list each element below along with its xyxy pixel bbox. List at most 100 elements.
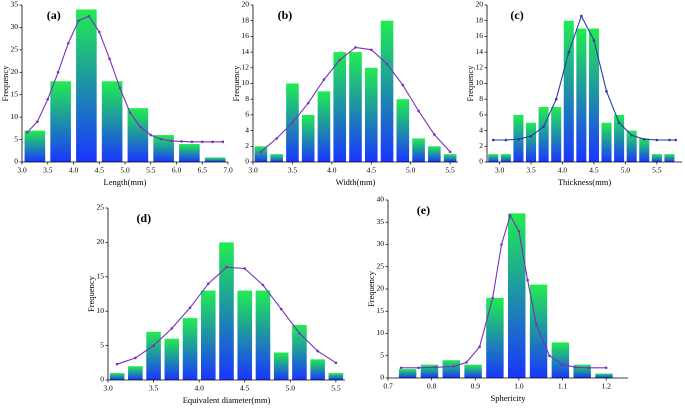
fit-point — [334, 361, 338, 365]
bar — [310, 359, 325, 380]
fit-point — [261, 283, 265, 287]
bar — [588, 28, 599, 162]
fit-point — [200, 140, 204, 144]
y-tick-label: 12 — [476, 63, 484, 72]
y-tick-label: 8 — [245, 94, 249, 103]
fit-point — [259, 150, 263, 154]
fit-point — [206, 282, 210, 285]
fit-point — [152, 344, 155, 347]
bar — [486, 297, 504, 378]
fit-point — [87, 14, 91, 18]
fit-point — [434, 366, 438, 369]
bar — [254, 146, 268, 162]
fit-curve — [401, 214, 607, 369]
y-tick-label: 4 — [479, 125, 483, 134]
y-tick-label: 14 — [476, 47, 484, 56]
y-tick-label: 0 — [100, 375, 104, 384]
x-axis-label: Sphericity — [491, 393, 527, 403]
y-tick-label: 0 — [380, 373, 384, 382]
fit-point — [149, 133, 153, 137]
fit-point — [574, 366, 577, 369]
bar — [488, 154, 499, 162]
x-tick-label: 3.5 — [526, 166, 536, 175]
y-tick-label: 5 — [14, 134, 18, 143]
fit-point — [322, 78, 326, 81]
x-tick-label: 4.0 — [194, 384, 204, 393]
y-tick-label: 35 — [11, 0, 19, 9]
fit-point — [243, 267, 247, 270]
bar — [664, 154, 675, 162]
y-tick-label: 10 — [377, 328, 385, 337]
fit-point — [211, 140, 214, 144]
fit-point — [604, 366, 608, 370]
x-tick-label: 7.0 — [223, 166, 233, 175]
fit-point — [567, 50, 571, 54]
panel: 0 5 10 15 20 25 30 35 40 0.7 0.8 0.9 1.0 1.1 1.2 Spheri… — [366, 195, 628, 403]
y-tick-label: 0 — [479, 157, 483, 166]
bar — [614, 114, 625, 162]
y-tick-label: 18 — [476, 15, 484, 24]
fit-point — [25, 131, 29, 134]
y-tick-label: 4 — [245, 125, 249, 134]
x-tick-label: 4.0 — [69, 166, 79, 175]
bar — [551, 107, 562, 162]
fit-point — [535, 323, 538, 326]
bar — [153, 135, 174, 162]
x-tick-label: 3.0 — [103, 384, 113, 393]
y-tick-label: 10 — [97, 306, 105, 315]
x-axis-label: Thickness(mm) — [558, 177, 612, 187]
y-tick-label: 20 — [11, 67, 19, 76]
fit-point — [97, 30, 101, 34]
fit-point — [128, 111, 132, 114]
x-axis-label: Equivalent diameter(mm) — [183, 395, 271, 405]
panel-title: (e) — [417, 203, 430, 217]
x-tick-label: 3.5 — [288, 166, 298, 175]
bar — [109, 373, 125, 380]
fit-point — [46, 97, 50, 101]
x-tick-label: 5.0 — [406, 166, 416, 175]
y-tick-label: 35 — [377, 217, 385, 226]
x-tick-label: 4.0 — [558, 166, 568, 175]
fit-point — [491, 296, 495, 300]
bar — [127, 108, 149, 162]
fit-point — [517, 229, 521, 233]
fit-point — [448, 150, 452, 154]
y-tick-label: 16 — [476, 31, 484, 40]
fit-point — [417, 109, 420, 113]
bar — [255, 290, 271, 380]
bar — [595, 373, 613, 378]
fit-point — [504, 138, 508, 142]
fit-point — [134, 356, 137, 360]
y-tick-label: 40 — [377, 195, 385, 204]
bar — [396, 99, 410, 162]
y-tick-label: 6 — [245, 110, 249, 119]
y-tick-label: 15 — [11, 89, 19, 98]
x-axis-label: Length(mm) — [104, 177, 147, 187]
fit-point — [36, 120, 39, 123]
x-tick-label: 0.9 — [471, 382, 481, 391]
x-tick-label: 4.5 — [367, 166, 377, 175]
bar — [164, 338, 180, 380]
fit-point — [291, 121, 294, 125]
panel-title: (d) — [136, 211, 151, 225]
fit-point — [478, 345, 481, 349]
y-tick-label: 6 — [479, 110, 483, 119]
y-tick-label: 25 — [97, 203, 105, 212]
fit-point — [67, 41, 70, 45]
x-tick-label: 5.0 — [120, 166, 130, 175]
y-tick-label: 0 — [245, 157, 249, 166]
bar — [128, 366, 143, 380]
y-tick-label: 5 — [380, 350, 384, 359]
bar — [651, 154, 662, 162]
bar — [349, 52, 362, 162]
y-axis-label: Frequency — [0, 65, 10, 102]
fit-point — [642, 137, 646, 141]
bar — [76, 9, 97, 162]
y-axis-label: Frequency — [465, 65, 475, 102]
bar — [500, 154, 511, 162]
bar — [526, 122, 537, 162]
fit-point — [452, 365, 455, 368]
x-tick-label: 6.5 — [198, 166, 208, 175]
fit-point — [517, 137, 520, 141]
panel-title: (c) — [510, 8, 523, 22]
